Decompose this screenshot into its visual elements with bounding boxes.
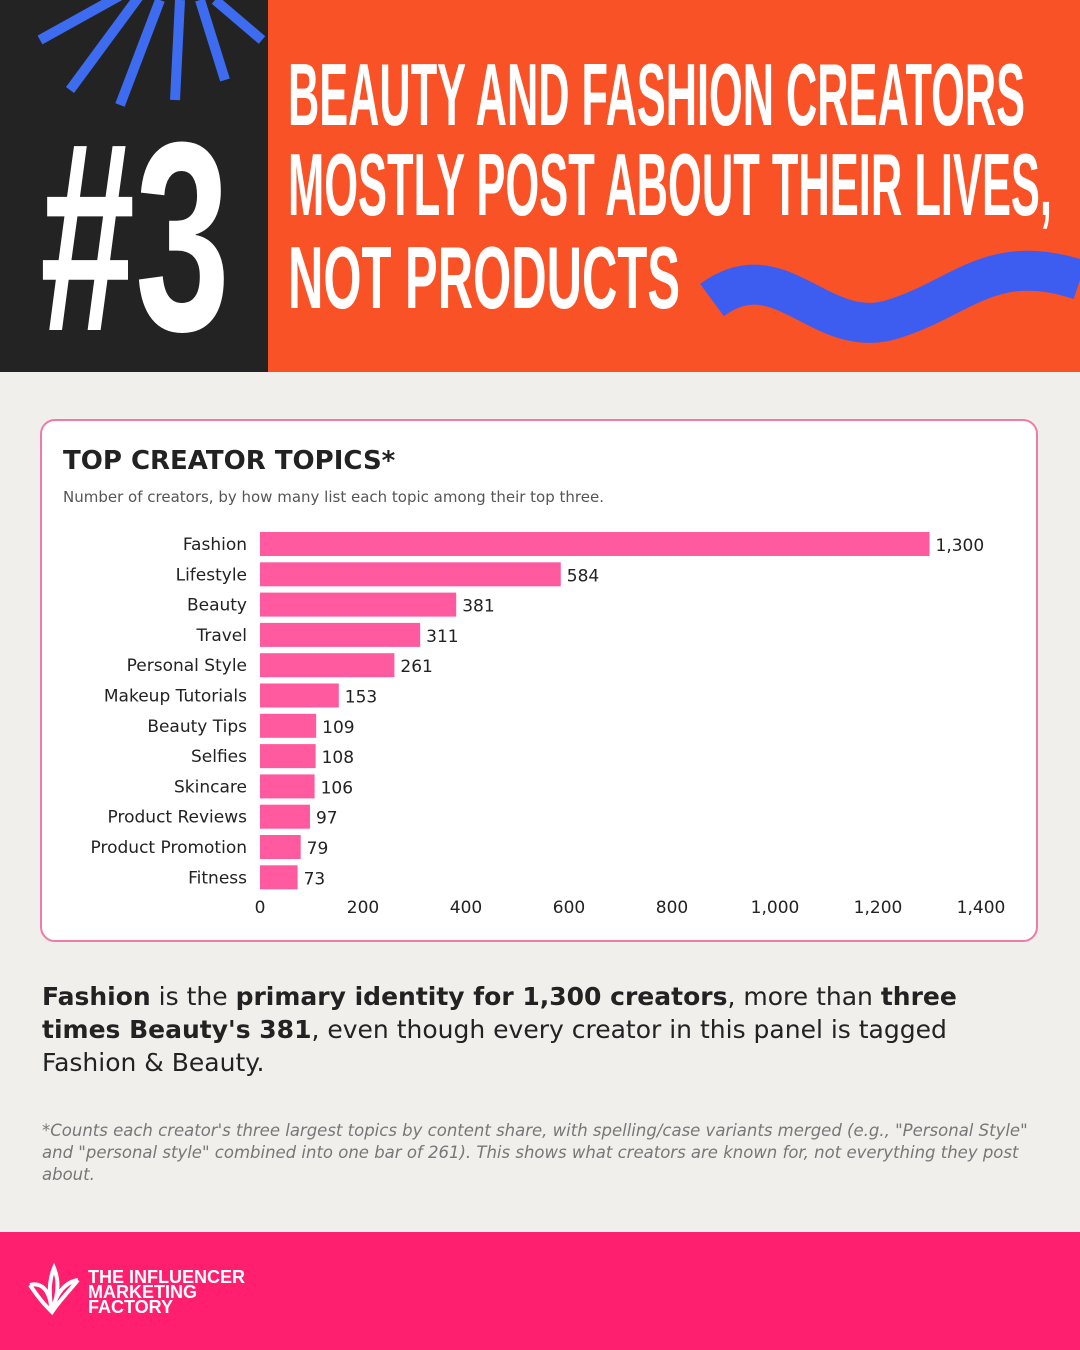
bar: [260, 774, 315, 799]
value-label: 261: [400, 657, 432, 677]
value-label: 381: [462, 597, 494, 617]
logo-icon: [28, 1262, 80, 1316]
chart-title: TOP CREATOR TOPICS*: [63, 446, 396, 476]
ray: [195, 0, 230, 82]
footer: [0, 1232, 1080, 1350]
bar: [260, 653, 395, 678]
value-label: 79: [307, 839, 329, 859]
summary-part: primary identity for 1,300 creators: [235, 982, 728, 1011]
x-tick-label: 200: [347, 898, 379, 918]
x-tick-label: 800: [656, 898, 688, 918]
bar: [260, 804, 310, 829]
brand-line: THE INFLUENCER: [88, 1267, 245, 1287]
ray: [211, 0, 266, 44]
bar: [260, 562, 561, 587]
value-label: 153: [345, 688, 377, 708]
summary-part: is the: [150, 982, 236, 1011]
summary: Fashion is the primary identity for 1,30…: [42, 980, 1042, 1079]
x-tick-label: 1,200: [854, 898, 903, 918]
category-label: Beauty Tips: [147, 717, 247, 737]
title-line: NOT PRODUCTS: [288, 228, 680, 327]
category-label: Product Promotion: [91, 838, 247, 858]
value-label: 108: [322, 748, 354, 768]
ray: [170, 0, 185, 101]
plot: Fashion 1,300 Lifestyle 584 Beauty 381 Travel 3…: [91, 532, 1006, 918]
bar: [260, 532, 930, 556]
summary-part: , more than: [727, 982, 881, 1011]
bar: [260, 744, 316, 769]
x-tick-label: 400: [450, 898, 482, 918]
value-label: 73: [304, 869, 326, 889]
category-label: Travel: [195, 626, 247, 646]
value-label: 109: [322, 718, 354, 738]
category-label: Personal Style: [127, 656, 247, 676]
ray: [37, 0, 123, 45]
summary-part: , even though every creator in this pane…: [42, 1015, 947, 1077]
title-line: BEAUTY AND FASHION CREATORS: [288, 45, 1025, 144]
ray: [115, 0, 165, 107]
category-label: Makeup Tutorials: [104, 687, 247, 707]
category-label: Fitness: [188, 868, 247, 888]
category-label: Skincare: [174, 777, 247, 797]
chart-subtitle: Number of creators, by how many list eac…: [63, 488, 604, 506]
summary-part: Fashion: [42, 982, 151, 1011]
bar: [260, 865, 298, 890]
wave: [700, 250, 1080, 343]
rays: [37, 0, 266, 107]
x-tick-label: 600: [553, 898, 585, 918]
title-line: MOSTLY POST ABOUT THEIR LIVES,: [288, 135, 1052, 234]
value-label: 584: [567, 566, 599, 586]
x-tick-label: 0: [255, 898, 266, 918]
value-label: 1,300: [936, 536, 985, 556]
category-label: Fashion: [183, 535, 247, 555]
value-label: 311: [426, 627, 458, 647]
number: #3: [40, 87, 230, 388]
category-label: Product Reviews: [108, 808, 248, 828]
category-label: Lifestyle: [176, 565, 247, 585]
footnote: *Counts each creator's three largest top…: [42, 1121, 1028, 1184]
value-label: 97: [316, 809, 338, 829]
bar: [260, 713, 317, 738]
ray: [65, 0, 143, 93]
bar: [260, 622, 421, 647]
summary-part: three times Beauty's 381: [42, 982, 957, 1044]
bar: [260, 835, 301, 859]
category-label: Selfies: [191, 747, 247, 767]
category-label: Beauty: [187, 596, 247, 616]
brand-line: FACTORY: [88, 1297, 173, 1317]
bar: [260, 683, 339, 708]
bar: [260, 592, 457, 617]
x-tick-label: 1,400: [957, 898, 1006, 918]
value-label: 106: [321, 778, 353, 798]
brand-line: MARKETING: [88, 1282, 197, 1302]
x-tick-label: 1,000: [751, 898, 800, 918]
